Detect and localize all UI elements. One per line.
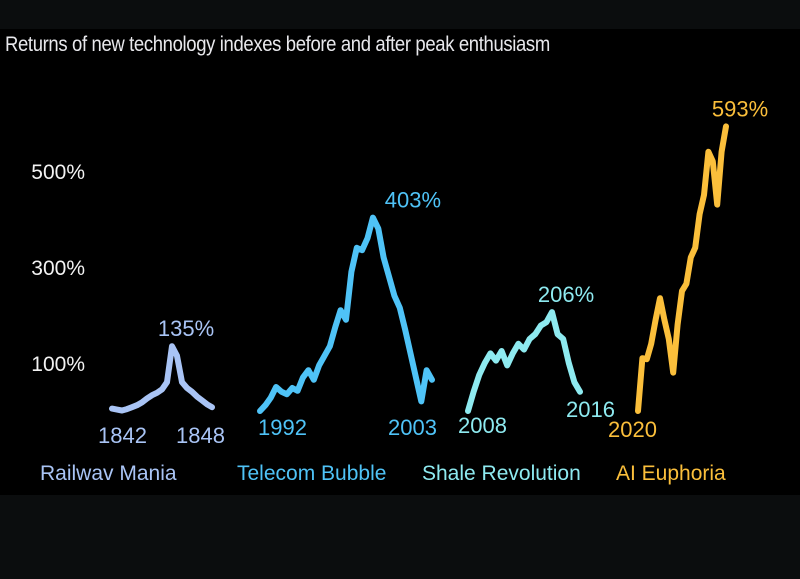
- legend-entry: Telecom Bubble: [237, 462, 386, 485]
- series-line-0: [109, 343, 215, 414]
- legend-entry: AI Euphoria: [616, 462, 726, 485]
- y-tick-label: 300%: [31, 257, 85, 280]
- start-year-label: 2008: [458, 413, 507, 438]
- legend-entry: Railwav Mania: [40, 462, 177, 485]
- series-line-1: [257, 214, 435, 414]
- series-line-3: [635, 123, 729, 414]
- start-year-label: 2020: [608, 417, 657, 442]
- bottom-bar: [0, 495, 800, 579]
- start-year-label: 1992: [258, 415, 307, 440]
- chart-panel: [0, 29, 800, 495]
- series-labels: 135% 1842 1848 403% 1992 2003 206% 2008 2016 593%…: [98, 96, 768, 448]
- legend-entry: Shale Revolution: [422, 462, 581, 485]
- series-line-2: [465, 309, 583, 414]
- start-year-label: 1842: [98, 423, 147, 448]
- chart-title: Returns of new technology indexes before…: [5, 33, 550, 56]
- peak-label: 593%: [712, 96, 768, 121]
- peak-label: 403%: [385, 188, 441, 213]
- top-bar: [0, 0, 800, 29]
- y-tick-label: 500%: [31, 161, 85, 184]
- y-axis-ticks: 100% 300% 500%: [31, 161, 85, 376]
- peak-label: 135%: [158, 316, 214, 341]
- y-tick-label: 100%: [31, 353, 85, 376]
- end-year-label: 1848: [176, 423, 225, 448]
- peak-label: 206%: [538, 282, 594, 307]
- legend: Railwav Mania Telecom Bubble Shale Revolut…: [40, 462, 726, 485]
- end-year-label: 2016: [566, 397, 615, 422]
- series-lines: [109, 123, 729, 414]
- end-year-label: 2003: [388, 415, 437, 440]
